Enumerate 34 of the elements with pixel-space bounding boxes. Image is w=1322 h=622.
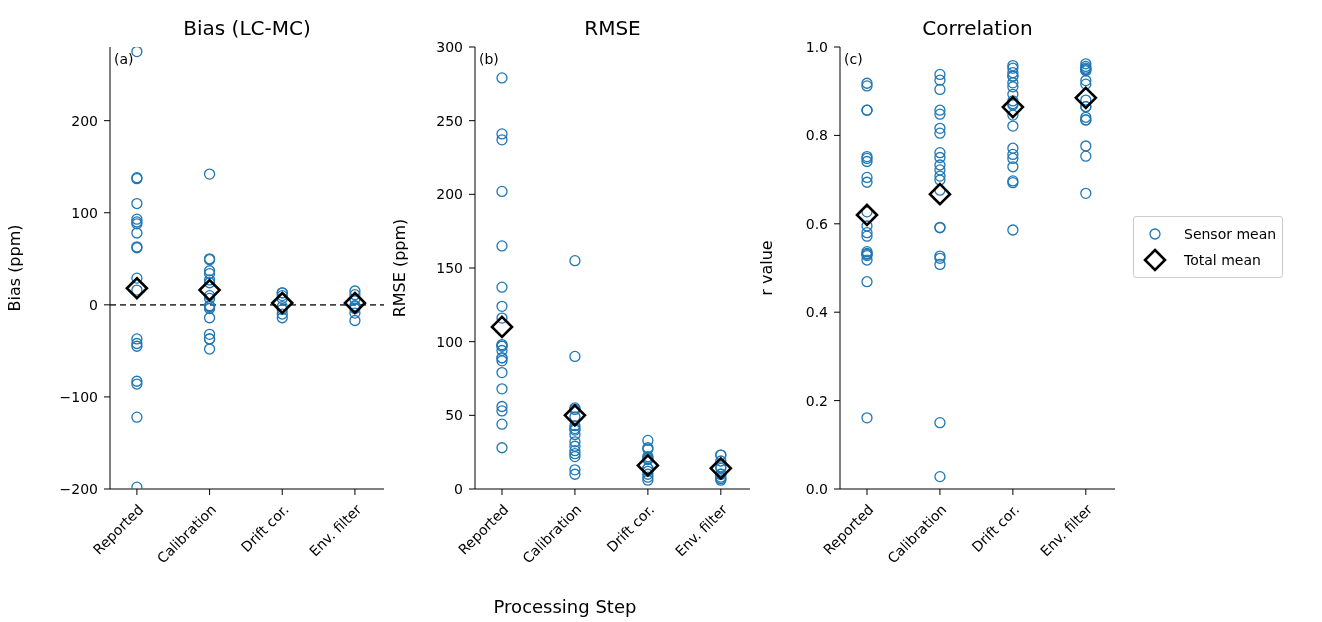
y-tick-label: 200 — [71, 112, 98, 129]
chart-title: RMSE — [583, 16, 642, 40]
y-axis-title: RMSE (ppm) — [389, 218, 409, 318]
x-axis-title: Processing Step — [492, 596, 638, 617]
y-tick-label: 50 — [445, 407, 463, 424]
y-tick-label: 0 — [89, 296, 98, 313]
y-tick-label: 0.8 — [805, 127, 828, 144]
y-tick-label: 250 — [436, 112, 463, 129]
y-tick-label: 0.0 — [805, 481, 828, 497]
y-tick-label: 300 — [436, 39, 463, 55]
chart-title: Bias (LC-MC) — [182, 16, 312, 40]
y-tick-label: 0.2 — [805, 392, 828, 409]
y-axis-title: r value — [756, 240, 776, 296]
y-tick-label: 1.0 — [805, 39, 828, 55]
annotation: (b) — [479, 51, 499, 67]
annotation: (c) — [844, 51, 863, 67]
y-tick-label: 0 — [454, 481, 463, 497]
y-tick-label: 0.6 — [805, 215, 829, 232]
point — [1001, 95, 1025, 119]
y-tick-label: 100 — [71, 204, 98, 221]
y-tick-label: −200 — [59, 481, 98, 497]
chart-title: Correlation — [921, 16, 1034, 40]
point — [1074, 86, 1098, 110]
legend-label: Total mean — [1184, 252, 1261, 268]
point — [928, 182, 952, 206]
legend-label: Sensor mean — [1184, 226, 1277, 242]
point — [855, 203, 879, 227]
y-tick-label: 200 — [436, 186, 463, 203]
y-tick-label: −100 — [59, 388, 98, 405]
annotation: (a) — [114, 51, 134, 67]
y-tick-label: 100 — [436, 333, 463, 350]
y-tick-label: 0.4 — [805, 304, 829, 321]
y-axis-title: Bias (ppm) — [4, 224, 24, 312]
y-tick-label: 150 — [436, 260, 463, 276]
